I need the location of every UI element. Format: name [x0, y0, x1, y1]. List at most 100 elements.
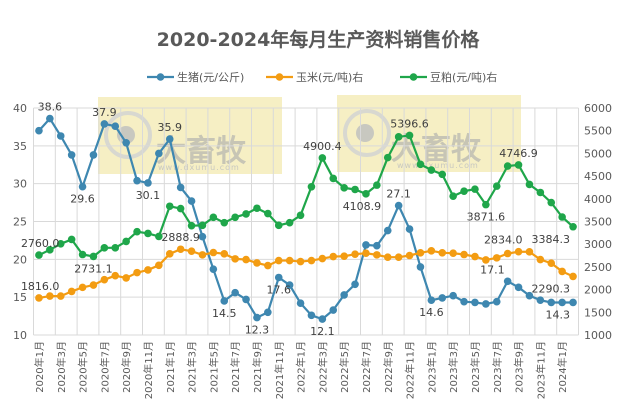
data-label: 3384.3: [532, 233, 571, 246]
x-axis-tick: 2022年9月: [382, 341, 395, 393]
data-point: [307, 311, 316, 320]
data-point: [187, 247, 196, 255]
data-point: [373, 241, 381, 250]
watermark-brand: 大畜牧: [391, 132, 482, 167]
data-point: [471, 252, 479, 261]
data-point: [482, 200, 490, 209]
data-point: [373, 251, 381, 259]
data-label: 1816.0: [21, 280, 60, 293]
data-point: [46, 292, 54, 300]
data-point: [547, 259, 556, 268]
right-axis-tick: 1500: [584, 306, 612, 319]
axes: 10 15 20 25 30 35 40 1000 1500 2000 2500 3000 3500 40…: [13, 102, 612, 399]
data-point: [198, 221, 207, 230]
x-axis-tick: 2022年1月: [295, 341, 308, 393]
data-point: [165, 135, 174, 143]
x-axis-tick: 2022年3月: [316, 341, 329, 393]
series-0: [35, 114, 577, 323]
legend-label: 豆粕(元/吨)右: [430, 70, 497, 84]
data-point: [242, 255, 250, 264]
data-point: [340, 184, 348, 192]
watermark-logo-dot-icon: [356, 124, 374, 142]
legend-item[interactable]: 生猪(元/公斤): [147, 70, 244, 84]
data-point: [155, 232, 163, 241]
x-axis-tick: 2020年9月: [120, 341, 133, 393]
right-axis-tick: 2500: [584, 261, 612, 274]
data-point: [176, 204, 185, 213]
x-axis-tick: 2021年5月: [207, 341, 220, 393]
data-point: [78, 182, 87, 191]
data-point: [503, 277, 512, 286]
data-point: [56, 292, 65, 300]
watermark-logo-icon: [104, 111, 152, 159]
data-point: [122, 139, 130, 147]
left-axis-tick: 30: [13, 178, 27, 191]
data-point: [373, 181, 381, 189]
data-point: [383, 153, 392, 162]
data-point: [242, 295, 250, 304]
data-label: 4900.4: [303, 140, 342, 153]
data-point: [569, 298, 577, 307]
data-point: [100, 275, 109, 284]
data-labels: 38.6 29.6 37.9 30.1 35.9 14.5 12.3 17.6 12.1 27.1…: [21, 101, 570, 339]
data-point: [78, 283, 87, 292]
data-point: [318, 315, 327, 323]
data-point: [56, 132, 65, 140]
x-axis-tick: 2021年3月: [186, 341, 199, 393]
legend-item[interactable]: 玉米(元/吨)右: [266, 70, 363, 84]
x-axis-tick: 2022年11月: [404, 341, 417, 399]
data-point: [285, 218, 294, 227]
data-point: [165, 202, 174, 211]
x-axis-tick: 2020年3月: [55, 341, 68, 393]
data-point: [329, 306, 338, 314]
data-point: [122, 237, 130, 246]
data-label: 2888.9: [161, 231, 200, 244]
data-point: [274, 273, 283, 282]
watermark-url: www.dxumu.com: [397, 161, 479, 170]
data-point: [89, 281, 98, 289]
legend-marker-icon: [409, 73, 418, 81]
data-point: [296, 211, 305, 220]
data-point: [198, 232, 207, 241]
data-label: 29.6: [70, 193, 95, 206]
data-label: 14.6: [419, 306, 444, 319]
data-point: [78, 250, 87, 259]
data-point: [340, 291, 348, 299]
data-point: [46, 246, 54, 254]
data-point: [405, 131, 414, 140]
x-axis-tick: 2020年5月: [77, 341, 90, 393]
data-point: [209, 265, 218, 273]
data-point: [558, 213, 566, 221]
watermark-url: www.dxumu.com: [158, 163, 240, 172]
data-label: 12.3: [245, 324, 270, 337]
x-axis-tick: 2020年11月: [142, 341, 155, 399]
data-point: [503, 162, 512, 170]
data-point: [67, 235, 76, 244]
data-point: [351, 280, 359, 289]
data-point: [264, 308, 272, 317]
gridlines: [33, 107, 579, 336]
data-point: [362, 241, 370, 249]
data-point: [155, 261, 163, 270]
x-axis-tick: 2023年11月: [534, 341, 547, 399]
data-label: 35.9: [158, 121, 183, 134]
right-axis-tick: 3500: [584, 216, 612, 229]
data-point: [492, 297, 501, 306]
data-point: [416, 249, 425, 257]
data-point: [133, 176, 141, 185]
data-point: [492, 182, 501, 190]
data-label: 38.6: [38, 101, 63, 114]
data-point: [503, 249, 512, 258]
data-point: [89, 252, 98, 261]
data-point: [165, 250, 174, 258]
data-label: 5396.6: [390, 117, 429, 130]
legend-item[interactable]: 豆粕(元/吨)右: [400, 70, 497, 84]
data-label: 2731.1: [74, 262, 113, 275]
left-axis-tick: 15: [13, 291, 27, 304]
data-point: [329, 252, 338, 261]
data-point: [383, 226, 392, 235]
x-axis-tick: 2021年1月: [164, 341, 177, 393]
data-point: [438, 249, 447, 257]
